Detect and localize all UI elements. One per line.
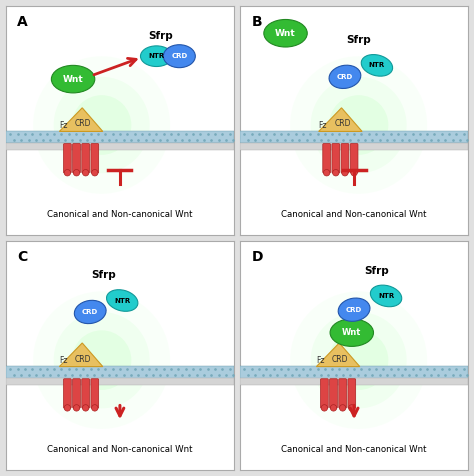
Text: CRD: CRD xyxy=(346,307,362,313)
Ellipse shape xyxy=(264,20,307,47)
Text: B: B xyxy=(251,15,262,29)
FancyBboxPatch shape xyxy=(82,379,90,408)
FancyBboxPatch shape xyxy=(73,144,81,173)
Text: Fz: Fz xyxy=(316,356,325,365)
Polygon shape xyxy=(319,108,362,131)
FancyBboxPatch shape xyxy=(64,144,71,173)
Ellipse shape xyxy=(330,319,374,347)
Text: CRD: CRD xyxy=(75,119,91,129)
Circle shape xyxy=(330,405,337,411)
Circle shape xyxy=(91,405,98,411)
Text: Fz: Fz xyxy=(59,356,68,365)
Text: D: D xyxy=(251,250,263,264)
Ellipse shape xyxy=(370,285,402,307)
Circle shape xyxy=(351,169,357,176)
FancyBboxPatch shape xyxy=(64,379,71,408)
Ellipse shape xyxy=(361,55,392,76)
Text: NTR: NTR xyxy=(369,62,385,69)
Circle shape xyxy=(310,312,407,408)
Circle shape xyxy=(310,77,407,173)
FancyBboxPatch shape xyxy=(348,379,356,408)
FancyBboxPatch shape xyxy=(341,144,349,173)
Text: NTR: NTR xyxy=(378,293,394,299)
FancyBboxPatch shape xyxy=(91,379,99,408)
Ellipse shape xyxy=(51,65,95,93)
Circle shape xyxy=(339,405,346,411)
FancyBboxPatch shape xyxy=(73,379,81,408)
Text: Fz: Fz xyxy=(319,121,327,130)
Text: Wnt: Wnt xyxy=(342,328,362,337)
Circle shape xyxy=(323,169,330,176)
FancyBboxPatch shape xyxy=(323,144,330,173)
Bar xyxy=(6,143,234,150)
Text: CRD: CRD xyxy=(75,355,91,364)
Text: CRD: CRD xyxy=(332,355,348,364)
Text: Sfrp: Sfrp xyxy=(346,35,371,45)
FancyBboxPatch shape xyxy=(320,379,328,408)
FancyBboxPatch shape xyxy=(329,379,337,408)
Bar xyxy=(6,131,234,143)
Bar xyxy=(240,143,468,150)
Circle shape xyxy=(290,56,427,194)
Ellipse shape xyxy=(338,298,370,321)
Circle shape xyxy=(54,312,150,408)
FancyBboxPatch shape xyxy=(350,144,358,173)
Circle shape xyxy=(73,405,80,411)
Text: Wnt: Wnt xyxy=(275,29,296,38)
Text: C: C xyxy=(17,250,27,264)
Circle shape xyxy=(82,169,89,176)
Circle shape xyxy=(33,56,170,194)
Circle shape xyxy=(54,77,150,173)
Text: CRD: CRD xyxy=(334,119,351,129)
Circle shape xyxy=(329,95,388,155)
Circle shape xyxy=(91,169,98,176)
Bar xyxy=(6,366,234,378)
Text: Sfrp: Sfrp xyxy=(91,270,116,280)
Text: Fz: Fz xyxy=(59,121,68,130)
Circle shape xyxy=(342,169,348,176)
Circle shape xyxy=(64,169,71,176)
Circle shape xyxy=(73,169,80,176)
Ellipse shape xyxy=(164,45,195,68)
Text: CRD: CRD xyxy=(82,309,98,315)
Polygon shape xyxy=(316,343,360,367)
Circle shape xyxy=(290,291,427,429)
Circle shape xyxy=(333,169,339,176)
Circle shape xyxy=(321,405,328,411)
Text: NTR: NTR xyxy=(114,298,130,304)
FancyBboxPatch shape xyxy=(91,144,99,173)
Text: Wnt: Wnt xyxy=(63,75,83,84)
Circle shape xyxy=(72,95,131,155)
FancyBboxPatch shape xyxy=(82,144,90,173)
Polygon shape xyxy=(59,108,103,131)
Circle shape xyxy=(64,405,71,411)
Text: Sfrp: Sfrp xyxy=(149,30,173,40)
FancyBboxPatch shape xyxy=(339,379,346,408)
Circle shape xyxy=(82,405,89,411)
Ellipse shape xyxy=(140,46,173,67)
Ellipse shape xyxy=(74,300,106,324)
Bar xyxy=(240,378,468,386)
Circle shape xyxy=(348,405,355,411)
Polygon shape xyxy=(59,343,103,367)
Text: Sfrp: Sfrp xyxy=(365,266,389,276)
Circle shape xyxy=(329,330,388,390)
Bar xyxy=(6,378,234,386)
Text: NTR: NTR xyxy=(148,53,164,59)
Text: Canonical and Non-canonical Wnt: Canonical and Non-canonical Wnt xyxy=(282,445,427,454)
Text: A: A xyxy=(17,15,28,29)
Ellipse shape xyxy=(329,65,361,89)
Text: Canonical and Non-canonical Wnt: Canonical and Non-canonical Wnt xyxy=(47,445,192,454)
Text: Canonical and Non-canonical Wnt: Canonical and Non-canonical Wnt xyxy=(47,210,192,219)
Circle shape xyxy=(33,291,170,429)
Text: CRD: CRD xyxy=(171,53,187,59)
Ellipse shape xyxy=(107,290,138,311)
Bar xyxy=(240,366,468,378)
Text: CRD: CRD xyxy=(337,74,353,80)
Bar xyxy=(240,131,468,143)
FancyBboxPatch shape xyxy=(332,144,340,173)
Circle shape xyxy=(72,330,131,390)
Text: Canonical and Non-canonical Wnt: Canonical and Non-canonical Wnt xyxy=(282,210,427,219)
